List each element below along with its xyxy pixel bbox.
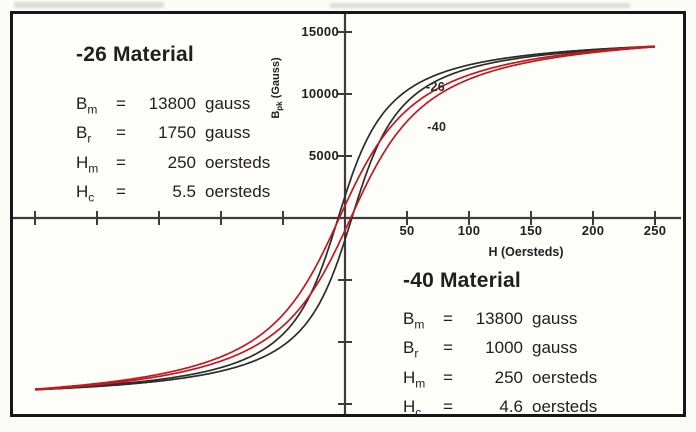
spec-equals: = bbox=[443, 397, 453, 417]
spec-unit: gauss bbox=[532, 309, 578, 328]
spec-equals: = bbox=[116, 94, 126, 113]
spec-symbol: Bm bbox=[76, 94, 98, 117]
curve-40-lower-branch bbox=[34, 46, 656, 391]
x-axis-title: H (Oersteds) bbox=[488, 245, 564, 259]
spec-symbol: Hm bbox=[403, 367, 426, 391]
spec-equals: = bbox=[116, 123, 126, 143]
x-tick-label: 200 bbox=[581, 223, 605, 238]
spec-equals: = bbox=[116, 152, 126, 172]
spec-unit: gauss bbox=[205, 123, 251, 143]
curve-40-upper-branch bbox=[34, 45, 656, 390]
spec-value: 4.6 bbox=[499, 397, 523, 417]
spec-unit: gauss bbox=[532, 338, 578, 358]
spec-unit: oersteds bbox=[532, 397, 598, 417]
material-26-title: -26 Material bbox=[76, 43, 194, 66]
material-26-panel: -26 Material Bm = 13800 gauss Br = 1750 gauss Hm… bbox=[76, 41, 270, 210]
spec-value: 250 bbox=[494, 367, 523, 387]
y-axis-title-subscript: pk bbox=[275, 101, 285, 111]
material-26-specs: Bm = 13800 gauss Br = 1750 gauss Hm = 250 oersteds H… bbox=[76, 92, 270, 210]
x-tick-label: 150 bbox=[519, 223, 543, 238]
spec-symbol: Bm bbox=[403, 309, 425, 332]
spec-unit: gauss bbox=[205, 94, 251, 113]
spec-symbol: Br bbox=[76, 123, 92, 146]
spec-symbol: Hm bbox=[76, 152, 99, 176]
curve-26-lower-branch bbox=[35, 46, 655, 391]
spec-value: 13800 bbox=[148, 94, 196, 113]
spec-equals: = bbox=[443, 338, 453, 358]
scan-artifact bbox=[14, 2, 164, 8]
y-tick-label: 5000 bbox=[308, 148, 339, 163]
spec-unit: oersteds bbox=[205, 182, 271, 202]
chart-frame bbox=[10, 11, 686, 417]
spec-equals: = bbox=[116, 182, 126, 202]
y-tick-label: 10000 bbox=[301, 86, 339, 101]
x-tick-label: 250 bbox=[643, 223, 667, 238]
spec-value: 5.5 bbox=[172, 182, 196, 202]
spec-value: 13800 bbox=[475, 309, 523, 328]
spec-value: 1000 bbox=[485, 338, 523, 358]
material-40-title: -40 Material bbox=[403, 269, 521, 292]
curve-26-upper-branch bbox=[35, 45, 655, 390]
spec-symbol: Br bbox=[403, 338, 419, 361]
y-axis-title-symbol: B bbox=[269, 110, 282, 119]
material-40-specs: Bm = 13800 gauss Br = 1000 gauss Hm = 250 oersteds H… bbox=[403, 307, 597, 425]
spec-equals: = bbox=[443, 309, 453, 328]
x-tick-label: 100 bbox=[457, 223, 481, 238]
y-tick-label: 15000 bbox=[301, 24, 339, 39]
spec-symbol: Hc bbox=[403, 397, 422, 420]
x-tick-label: 50 bbox=[399, 223, 415, 238]
spec-value: 250 bbox=[167, 152, 196, 172]
curve-label-40: -40 bbox=[427, 119, 447, 134]
material-40-panel: -40 Material Bm = 13800 gauss Br = 1000 gauss Hm… bbox=[403, 267, 597, 425]
spec-unit: oersteds bbox=[532, 367, 598, 387]
spec-value: 1750 bbox=[158, 123, 196, 143]
scan-artifact bbox=[330, 3, 630, 8]
spec-unit: oersteds bbox=[205, 152, 271, 172]
spec-symbol: Hc bbox=[76, 182, 95, 205]
curve-label-26: -26 bbox=[426, 80, 445, 95]
spec-equals: = bbox=[443, 367, 453, 387]
